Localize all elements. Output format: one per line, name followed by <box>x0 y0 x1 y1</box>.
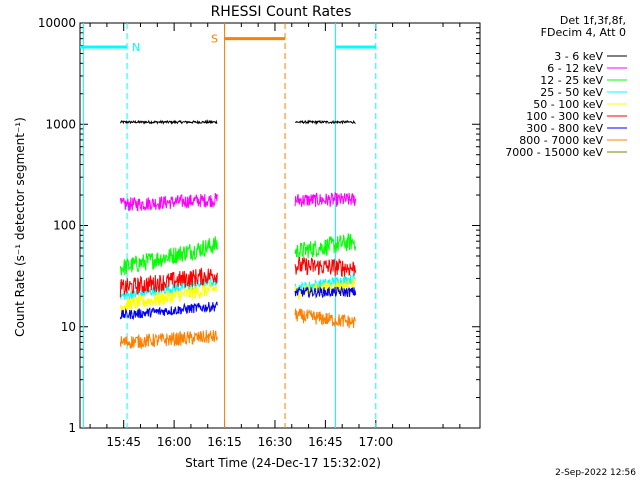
legend-entry-label: 50 - 100 keV <box>533 98 603 111</box>
chart-title: RHESSI Count Rates <box>211 4 352 20</box>
legend-entry-label: 25 - 50 keV <box>540 86 603 99</box>
series-trace <box>294 272 356 293</box>
legend-entry-label: 800 - 7000 keV <box>519 134 603 147</box>
y-axis: 1 10 100 1000 10000 <box>38 16 480 435</box>
y-tick-label: 1000 <box>45 117 76 131</box>
legend-header: FDecim 4, Att 0 <box>541 26 626 39</box>
series-trace <box>119 330 218 350</box>
y-tick-label: 10 <box>61 320 76 334</box>
series-trace <box>119 301 218 321</box>
legend-entry-label: 3 - 6 keV <box>554 50 603 63</box>
series-trace <box>119 192 218 212</box>
x-axis-label: Start Time (24-Dec-17 15:32:02) <box>185 456 381 470</box>
x-tick-label: 16:45 <box>308 435 343 449</box>
time-markers <box>82 23 377 428</box>
x-tick-label: 16:00 <box>157 435 192 449</box>
series-trace <box>294 308 356 329</box>
series-trace <box>294 256 357 278</box>
legend-entry-label: 100 - 300 keV <box>526 110 603 123</box>
x-axis: 15:45 16:00 16:15 16:30 16:45 17:00 <box>89 23 461 449</box>
plot-frame <box>79 22 481 429</box>
y-tick-label: 100 <box>53 219 76 233</box>
series-trace <box>294 233 357 260</box>
legend-header: Det 1f,3f,8f, <box>560 14 626 27</box>
series-trace <box>119 280 218 313</box>
series-trace <box>119 267 218 298</box>
plot-timestamp: 2-Sep-2022 12:56 <box>555 468 636 478</box>
y-tick-label: 10000 <box>38 16 76 30</box>
x-tick-label: 16:30 <box>258 435 293 449</box>
y-axis-label: Count Rate (s⁻¹ detector segment⁻¹) <box>13 117 27 337</box>
legend-entry-label: 6 - 12 keV <box>547 62 603 75</box>
legend-entry-label: 12 - 25 keV <box>540 74 603 87</box>
plot-border <box>79 22 481 429</box>
night-label: N <box>132 41 140 54</box>
legend-entry-label: 300 - 800 keV <box>526 122 603 135</box>
series-trace <box>294 285 357 299</box>
series-trace <box>294 278 357 300</box>
series-trace <box>294 192 357 207</box>
x-tick-label: 16:15 <box>207 435 242 449</box>
saa-label: S <box>211 33 218 46</box>
x-tick-label: 17:00 <box>359 435 394 449</box>
x-tick-label: 15:45 <box>106 435 141 449</box>
orbit-annotations: NS <box>80 33 376 54</box>
series-lines <box>119 119 357 350</box>
series-trace <box>295 119 356 126</box>
y-tick-label: 1 <box>68 421 76 435</box>
series-trace <box>119 119 218 125</box>
legend-entry-label: 7000 - 15000 keV <box>505 146 603 159</box>
series-trace <box>119 236 218 276</box>
